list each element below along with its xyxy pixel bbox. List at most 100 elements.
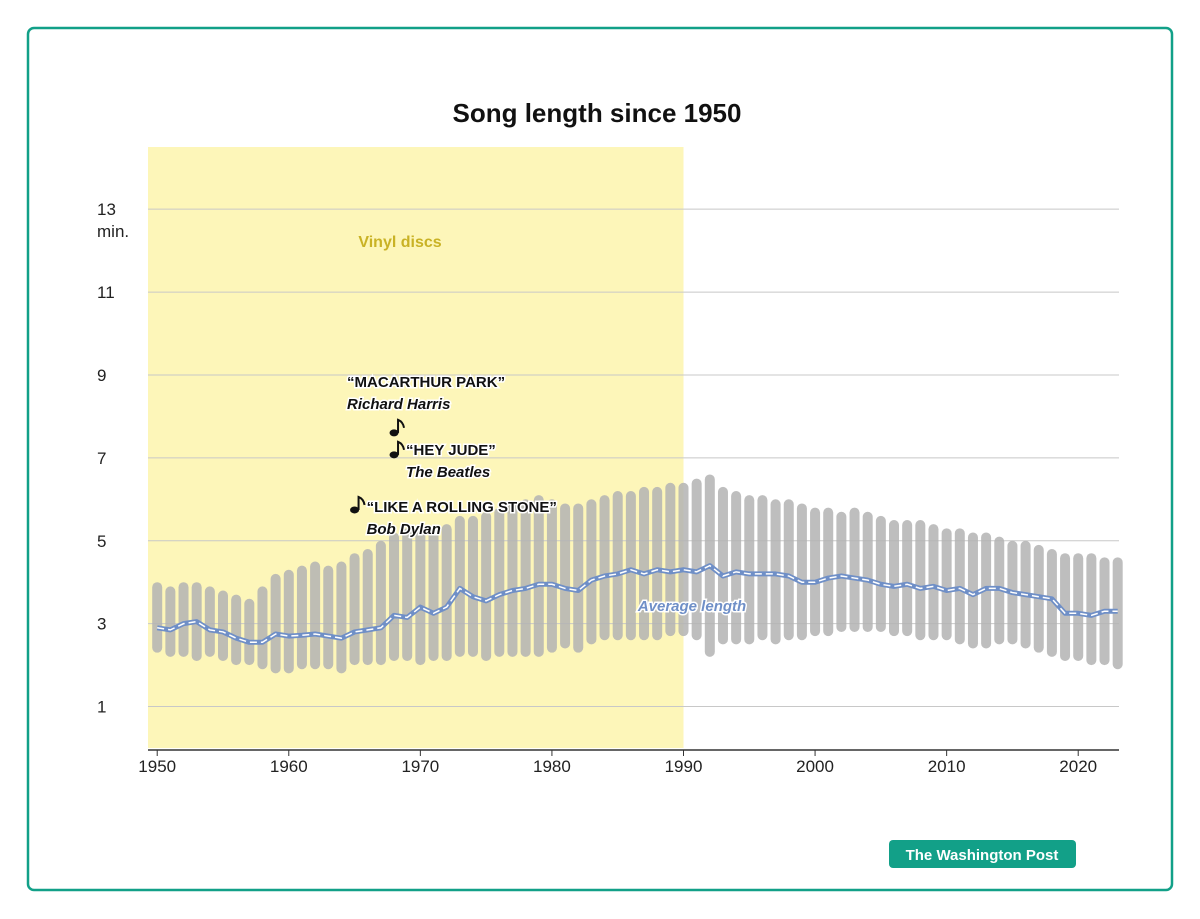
y-tick-label: 7 — [97, 449, 106, 468]
song-title: “MACARTHUR PARK” — [347, 374, 505, 391]
song-range — [744, 495, 755, 645]
song-range — [323, 565, 334, 670]
song-range — [389, 532, 400, 661]
song-range — [481, 511, 492, 661]
song-range — [862, 511, 873, 632]
y-tick-label: 11 — [97, 283, 115, 302]
song-range — [231, 594, 242, 666]
song-range — [204, 586, 215, 657]
song-range — [757, 495, 768, 641]
song-range — [941, 528, 952, 641]
song-range — [1060, 553, 1071, 661]
song-range — [507, 503, 518, 657]
song-range — [1046, 549, 1057, 657]
song-range — [494, 507, 505, 657]
song-range — [257, 586, 268, 670]
song-title: “LIKE A ROLLING STONE” — [367, 499, 557, 516]
y-tick-label: 3 — [97, 615, 106, 634]
x-tick-label: 1980 — [533, 757, 571, 776]
plot: 1 3 5 7 9 11 13 min. Vinyl discs 1950 1960 1970 1980… — [97, 147, 1123, 776]
song-range — [1073, 553, 1084, 661]
song-range — [520, 499, 531, 657]
song-range — [428, 528, 439, 661]
average-line — [157, 564, 1118, 644]
song-range — [612, 491, 623, 641]
song-range — [152, 582, 163, 653]
song-range — [928, 524, 939, 641]
note-head — [389, 451, 399, 459]
song-range — [533, 495, 544, 657]
song-range — [244, 598, 255, 666]
y-tick-label: 1 — [97, 698, 106, 717]
song-range — [217, 590, 228, 661]
song-range — [1086, 553, 1097, 666]
song-range — [849, 507, 860, 632]
source-badge — [889, 840, 1076, 868]
song-range — [362, 549, 373, 666]
song-range — [546, 499, 557, 653]
song-artist: The Beatles — [406, 464, 490, 481]
y-tick-label: 5 — [97, 532, 106, 551]
song-range — [467, 515, 478, 657]
song-note — [389, 440, 406, 459]
song-range — [889, 520, 900, 637]
note-stem — [397, 440, 406, 455]
song-note — [350, 495, 366, 514]
source: The Washington Post — [906, 847, 1059, 864]
song-range — [836, 511, 847, 632]
chart-title: Song length since 1950 — [453, 98, 742, 128]
y-tick-label: 13 min. — [97, 200, 129, 241]
song-range — [270, 573, 281, 674]
note-head — [389, 429, 399, 437]
song-range — [165, 586, 176, 657]
shade-label: Vinyl discs — [358, 234, 441, 251]
song-range — [915, 520, 926, 641]
song-range — [796, 503, 807, 641]
song-range — [875, 515, 886, 632]
song-range — [731, 491, 742, 645]
song-range — [310, 561, 321, 670]
x-tick-label: 2020 — [1059, 757, 1097, 776]
song-range — [639, 486, 650, 641]
song-range — [783, 499, 794, 641]
song-artist: Richard Harris — [347, 396, 450, 413]
song-range — [296, 565, 307, 670]
x-tick-label: 2000 — [796, 757, 834, 776]
song-range — [375, 540, 386, 666]
song-range — [810, 507, 821, 637]
song-range — [336, 561, 347, 674]
song-range — [652, 486, 663, 641]
song-artist: Bob Dylan — [367, 521, 441, 538]
note-stem — [357, 495, 366, 510]
song-range — [573, 503, 584, 653]
song-range — [902, 520, 913, 637]
x-tick-label: 1990 — [665, 757, 703, 776]
song-range — [402, 528, 413, 661]
song-range — [823, 507, 834, 637]
note-head — [350, 506, 360, 514]
song-note — [389, 418, 406, 437]
note-stem — [397, 418, 406, 433]
song-range — [349, 553, 360, 666]
x-tick-label: 1960 — [270, 757, 308, 776]
average-label: Average length — [637, 598, 746, 615]
song-range — [665, 482, 676, 637]
y-tick-label: 9 — [97, 366, 106, 385]
song-range — [415, 524, 426, 666]
song-range — [283, 569, 294, 674]
song-title: “HEY JUDE” — [406, 442, 496, 459]
song-range — [625, 491, 636, 641]
x-tick-label: 1970 — [401, 757, 439, 776]
song-range — [441, 524, 452, 661]
song-range — [717, 486, 728, 645]
x-tick-label: 1950 — [138, 757, 176, 776]
song-range — [586, 499, 597, 645]
song-range — [560, 503, 571, 649]
song-range — [691, 478, 702, 641]
x-tick-label: 2010 — [928, 757, 966, 776]
song-range — [678, 482, 689, 637]
song-range — [599, 495, 610, 641]
song-range — [967, 532, 978, 649]
